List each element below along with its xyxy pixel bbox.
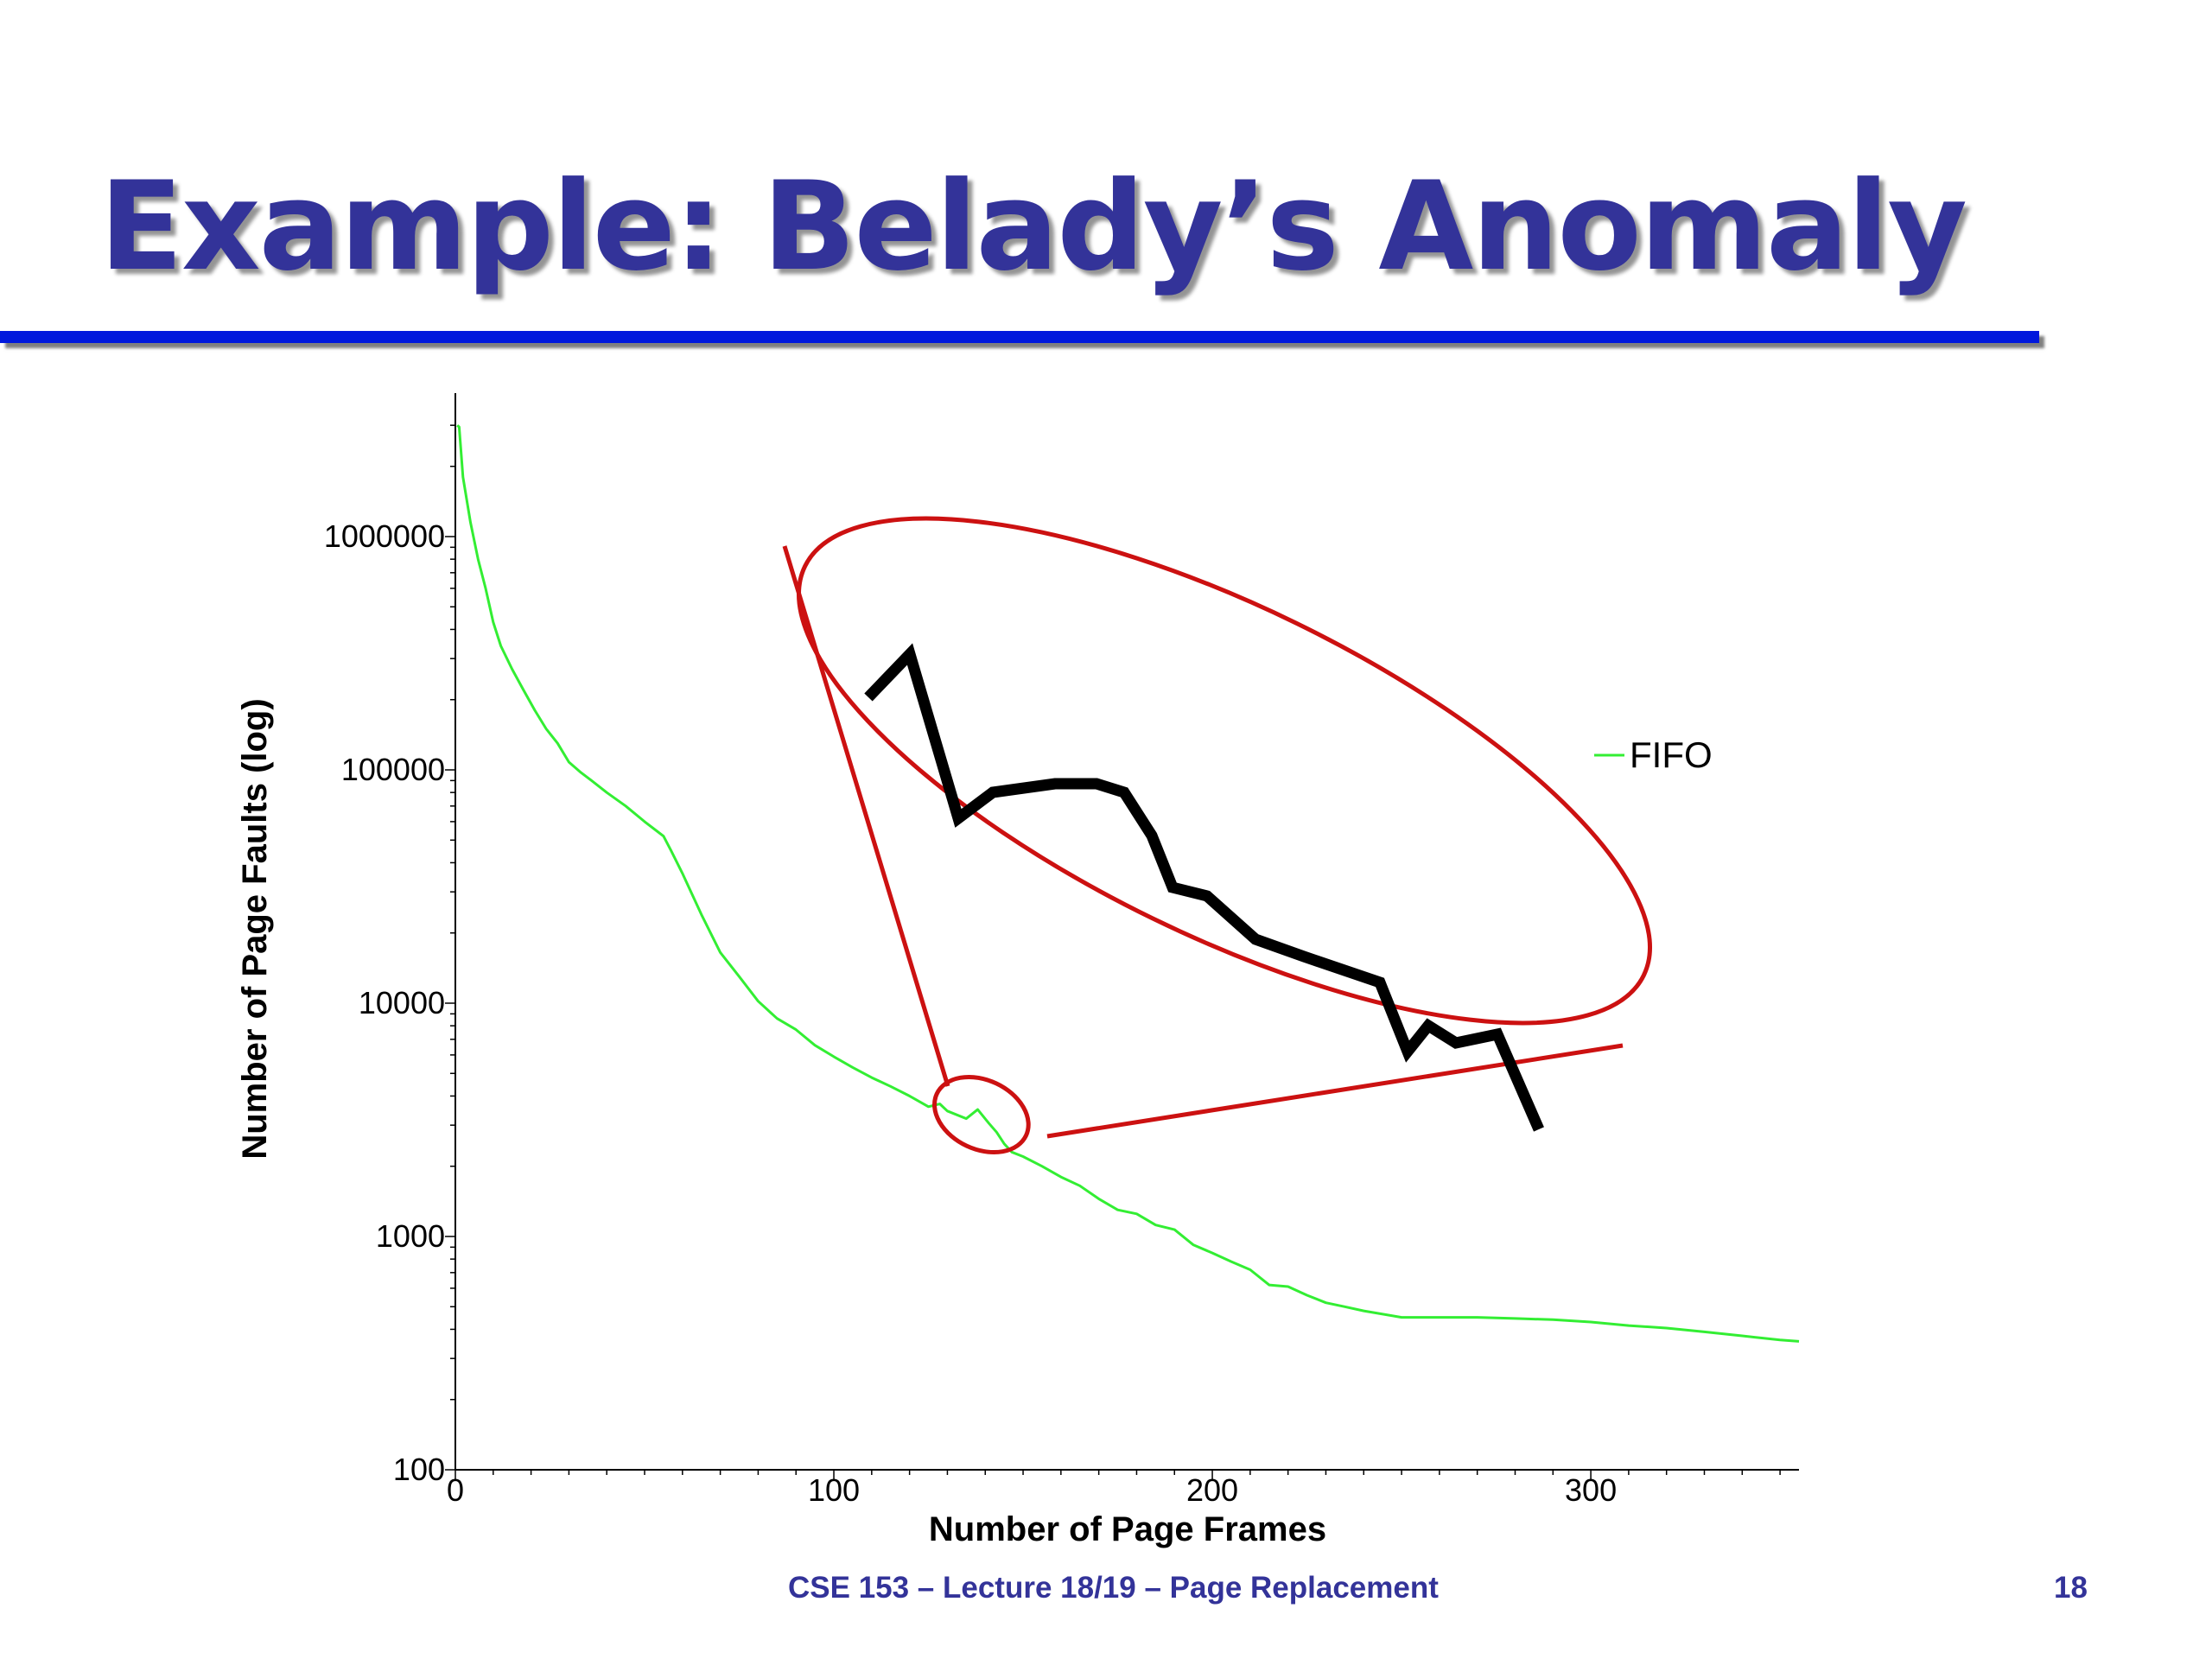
y-axis-title: Number of Page Faults (log) xyxy=(236,698,274,1159)
x-tick-label: 200 xyxy=(1186,1472,1238,1508)
legend-label-fifo: FIFO xyxy=(1630,734,1713,775)
zoomed-series-line xyxy=(864,643,1544,1132)
series-line-fifo xyxy=(456,424,1800,1343)
y-tick-label: 1000000 xyxy=(324,518,445,554)
x-axis-title: Number of Page Frames xyxy=(929,1510,1326,1548)
y-tick-label: 100000 xyxy=(341,752,445,787)
callout-connector-lower xyxy=(1046,1043,1624,1139)
callout-large-ellipse xyxy=(797,516,1652,1026)
y-tick-label: 1000 xyxy=(376,1218,445,1254)
zoom-callout xyxy=(782,516,1652,1155)
title-underline xyxy=(0,331,2039,343)
x-tick-label: 300 xyxy=(1565,1472,1617,1508)
x-tick-label: 0 xyxy=(447,1472,464,1508)
slide-footer: CSE 153 – Lecture 18/19 – Page Replaceme… xyxy=(788,1571,1439,1605)
slide-title: Example: Belady’s Anomaly xyxy=(99,156,1967,298)
slide-number: 18 xyxy=(2054,1571,2088,1605)
callout-connector-upper xyxy=(782,545,950,1087)
chart-legend: FIFO xyxy=(1594,734,1713,775)
y-tick-label: 100 xyxy=(393,1452,445,1487)
x-tick-label: 100 xyxy=(808,1472,860,1508)
callout-small-ellipse xyxy=(932,1074,1031,1155)
chart-series-layer xyxy=(456,424,1800,1343)
y-tick-label: 10000 xyxy=(359,985,445,1020)
